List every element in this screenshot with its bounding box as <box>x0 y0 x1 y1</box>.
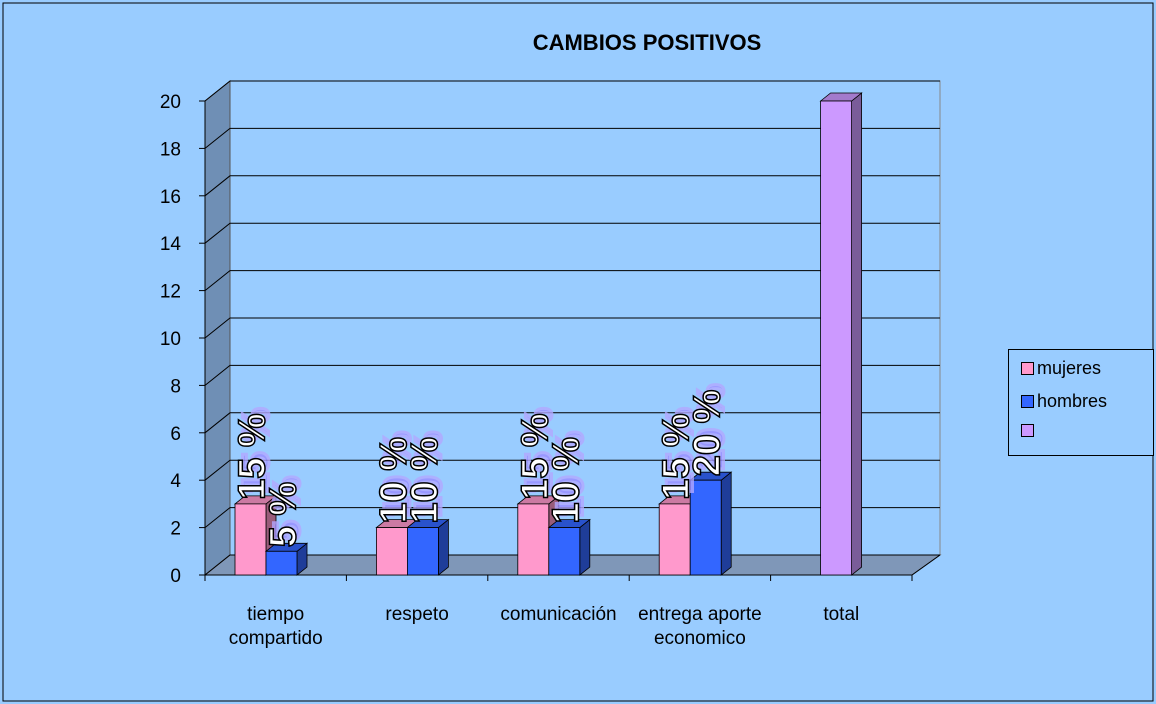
legend-swatch <box>1021 395 1034 408</box>
bar-front <box>375 527 408 576</box>
grid-line <box>204 364 940 386</box>
y-tick-label: 4 <box>170 471 181 492</box>
annotation-shadow: 10 % <box>377 431 419 518</box>
bar <box>406 518 450 576</box>
bar-front <box>820 100 852 576</box>
annotation-shadow: 15 % <box>518 407 560 494</box>
legend-label: hombres <box>1037 391 1108 411</box>
annotation: 10 % <box>545 437 587 524</box>
legend-swatch <box>1021 424 1034 437</box>
grid-line <box>204 270 940 291</box>
x-tick-label: total <box>823 604 860 625</box>
legend: mujeres hombres <box>1008 349 1154 456</box>
y-tick-label: 0 <box>170 566 181 587</box>
y-tick-label: 6 <box>170 424 181 445</box>
annotation: 10 % <box>373 437 415 524</box>
legend-item: hombres <box>1021 391 1107 412</box>
y-tick-label: 18 <box>160 139 181 160</box>
annotation: 5 % <box>263 482 305 547</box>
grid-line <box>204 459 940 481</box>
bar-front <box>517 503 550 576</box>
bar <box>264 542 309 576</box>
x-tick-label: comunicación <box>500 604 617 625</box>
legend-item: mujeres <box>1021 358 1101 379</box>
y-tick-label: 12 <box>160 282 181 303</box>
y-tick-label: 2 <box>170 519 181 540</box>
bar-front <box>265 550 298 576</box>
annotation: 20 % <box>687 390 729 477</box>
grid-line <box>204 222 940 244</box>
bar <box>233 495 278 576</box>
bar-side <box>579 518 591 576</box>
x-tick-label: tiempo compartido <box>228 604 323 649</box>
grid-line <box>204 317 940 339</box>
y-tick-label: 10 <box>160 329 181 350</box>
floor-edge <box>911 554 941 576</box>
y-tick-label: 16 <box>160 187 181 208</box>
grid-line <box>204 127 940 149</box>
legend-label: mujeres <box>1037 358 1102 378</box>
bar <box>819 92 863 576</box>
annotation: 10 % <box>404 437 446 524</box>
annotation: 15 % <box>656 413 698 500</box>
bar-side <box>720 471 732 576</box>
bar-side <box>437 518 449 576</box>
annotation-shadow: 15 % <box>660 407 702 494</box>
x-tick-label: respeto <box>385 604 449 625</box>
chart-title: CAMBIOS POSITIVOS <box>533 30 762 55</box>
bar-front <box>234 503 267 576</box>
bar-front <box>406 527 439 576</box>
y-tick-label: 14 <box>160 234 182 255</box>
grid-line <box>204 412 940 434</box>
legend-item <box>1021 424 1037 437</box>
annotation: 15 % <box>514 413 556 500</box>
grid-line <box>204 175 940 197</box>
bar <box>689 471 733 576</box>
bar-front <box>689 479 722 576</box>
annotation: 15 % <box>232 413 274 500</box>
bar-front <box>548 527 581 576</box>
legend-swatch <box>1021 362 1034 375</box>
x-tick-label: entrega aporte economico <box>638 604 762 649</box>
grid-line <box>204 80 940 102</box>
annotation-shadow: 20 % <box>691 384 733 471</box>
annotation-shadow: 5 % <box>267 476 309 541</box>
annotation-shadow: 10 % <box>408 431 450 518</box>
y-tick-label: 8 <box>170 376 181 397</box>
annotation-shadow: 15 % <box>236 407 278 494</box>
bar-front <box>658 503 691 576</box>
bar-side <box>851 92 862 576</box>
y-tick-label: 20 <box>160 92 181 113</box>
bar <box>547 518 591 576</box>
annotation-shadow: 10 % <box>549 431 591 518</box>
